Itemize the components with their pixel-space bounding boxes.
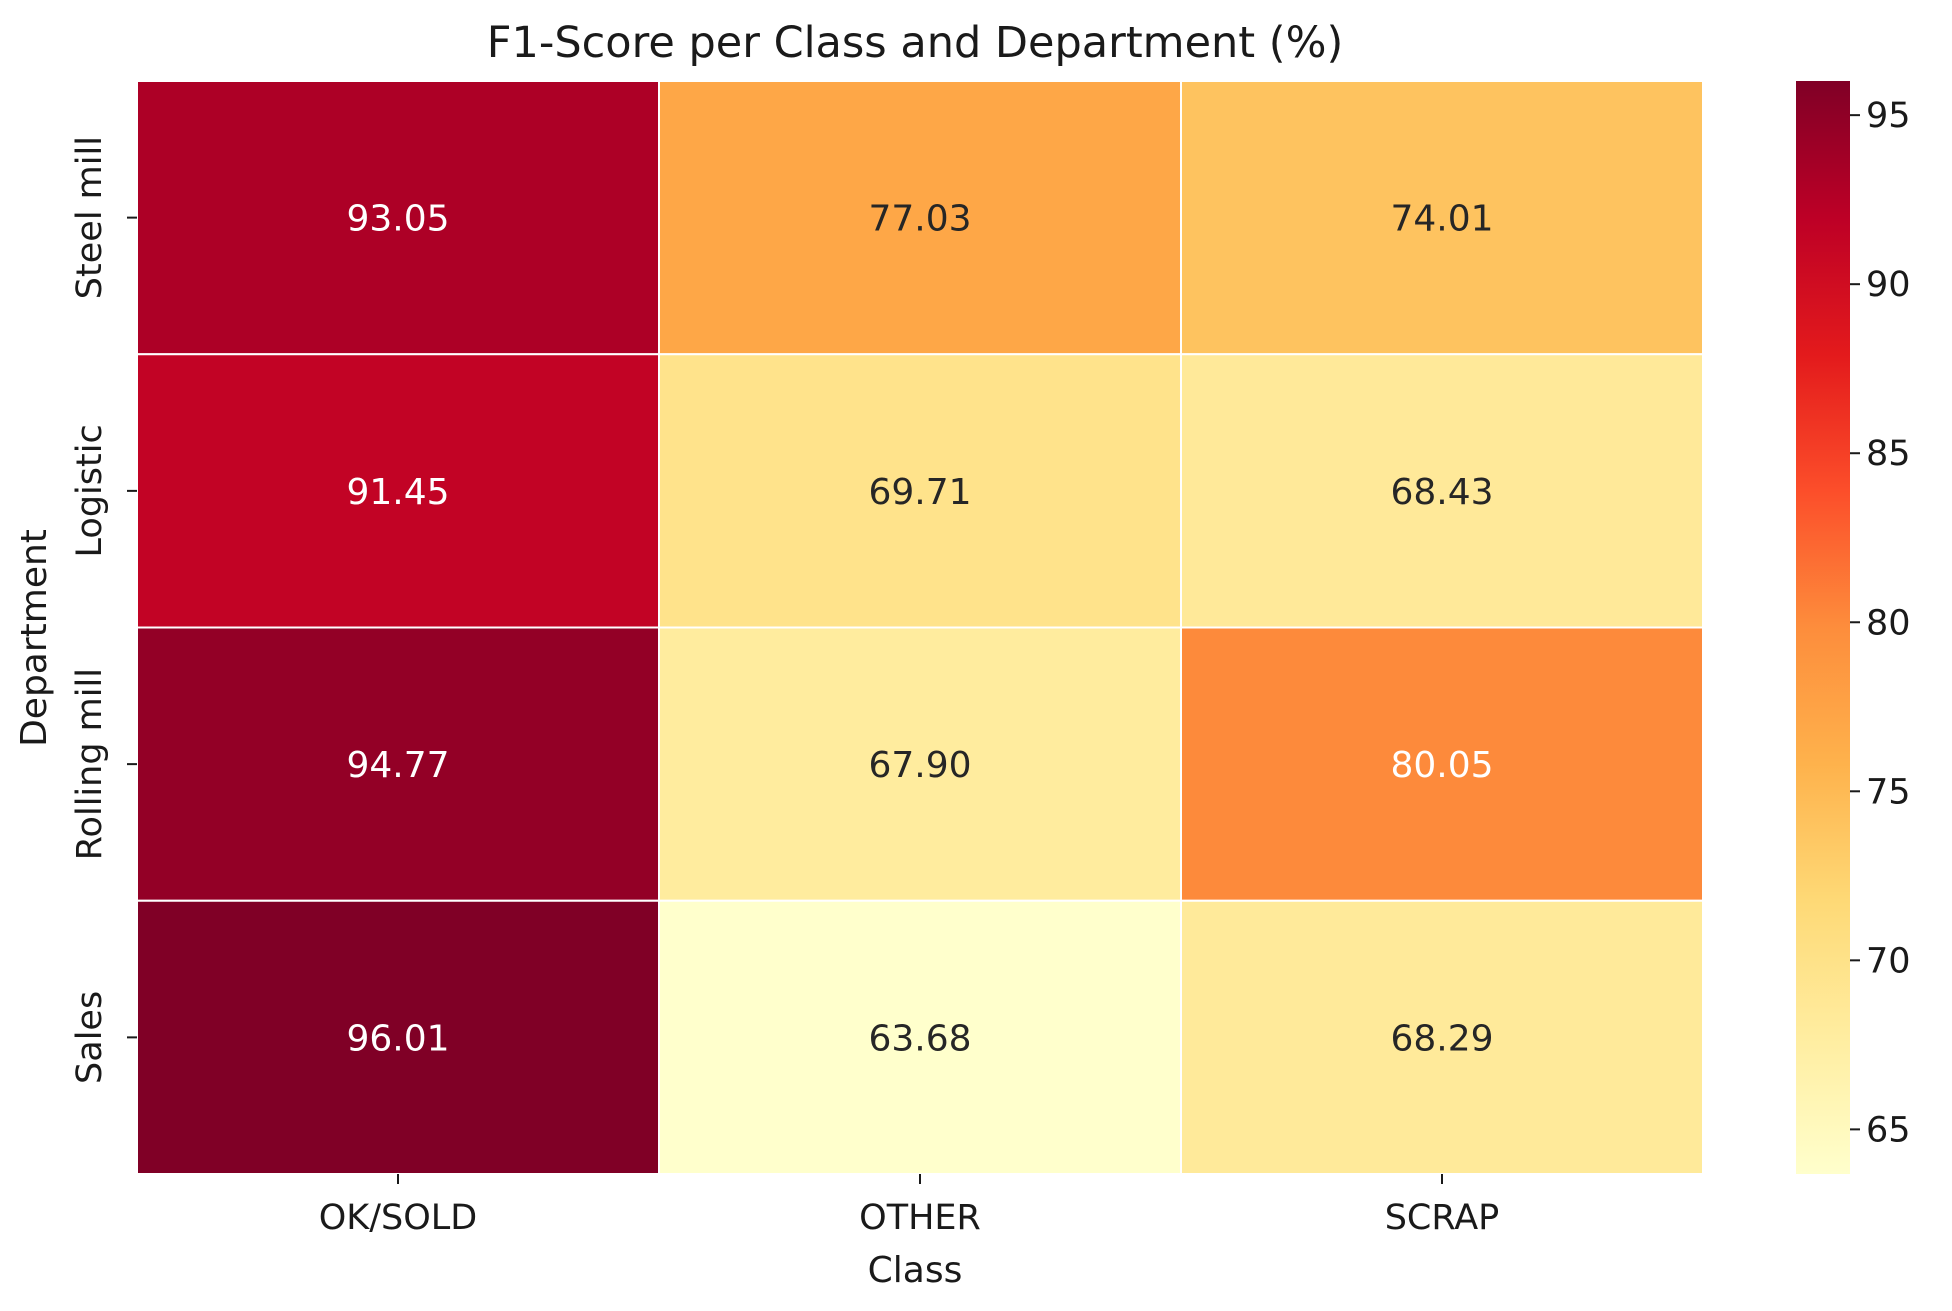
x-tick-label: SCRAP: [1385, 1198, 1500, 1238]
y-axis-label: Department: [14, 529, 55, 747]
cell-value-label: 68.29: [1390, 1018, 1493, 1059]
colorbar-tick-label: 90: [1866, 265, 1911, 305]
cell-value-label: 91.45: [346, 472, 449, 513]
chart-title: F1-Score per Class and Department (%): [487, 18, 1343, 68]
y-axis-ticks: Steel mill Logistic Rolling mill Sales: [70, 136, 137, 1084]
x-tick-label: OK/SOLD: [319, 1198, 478, 1238]
heatmap-cells: [136, 80, 1704, 1175]
y-tick-label: Logistic: [70, 424, 110, 557]
heatmap-cell: [658, 353, 1182, 629]
colorbar-tick-label: 85: [1866, 434, 1911, 474]
cell-value-label: 94.77: [346, 745, 449, 786]
x-axis-label: Class: [868, 1250, 963, 1291]
cell-value-label: 96.01: [346, 1018, 449, 1059]
cell-value-label: 67.90: [868, 745, 971, 786]
heatmap-cell: [136, 80, 660, 356]
heatmap-cell: [658, 80, 1182, 356]
heatmap-cell: [658, 626, 1182, 902]
heatmap-cell: [1180, 80, 1704, 356]
heatmap-cell: [136, 353, 660, 629]
cell-value-label: 68.43: [1390, 472, 1493, 513]
heatmap-cell: [1180, 353, 1704, 629]
colorbar-tick-label: 95: [1866, 96, 1911, 136]
cell-value-label: 74.01: [1390, 199, 1493, 240]
colorbar-ticks: 65 70 75 80 85 90 95: [1850, 96, 1911, 1150]
colorbar-tick-label: 75: [1866, 772, 1911, 812]
colorbar-tick-label: 65: [1866, 1110, 1911, 1150]
heatmap-cell: [1180, 899, 1704, 1175]
heatmap-cell: [136, 899, 660, 1175]
colorbar-tick-label: 70: [1866, 941, 1911, 981]
y-tick-label: Sales: [70, 991, 110, 1084]
y-tick-label: Steel mill: [70, 136, 110, 299]
x-axis-ticks: OK/SOLD OTHER SCRAP: [319, 1174, 1500, 1238]
cell-value-label: 93.05: [346, 199, 449, 240]
heatmap-cell-labels: 93.05 77.03 74.01 91.45 69.71 68.43 94.77 67.90…: [346, 199, 1493, 1060]
cell-value-label: 69.71: [868, 472, 971, 513]
x-tick-label: OTHER: [859, 1198, 981, 1238]
cell-value-label: 63.68: [868, 1018, 971, 1059]
cell-value-label: 80.05: [1390, 745, 1493, 786]
y-tick-label: Rolling mill: [70, 668, 110, 860]
heatmap-cell: [136, 626, 660, 902]
colorbar: [1796, 81, 1850, 1174]
cell-value-label: 77.03: [868, 199, 971, 240]
colorbar-tick-label: 80: [1866, 603, 1911, 643]
